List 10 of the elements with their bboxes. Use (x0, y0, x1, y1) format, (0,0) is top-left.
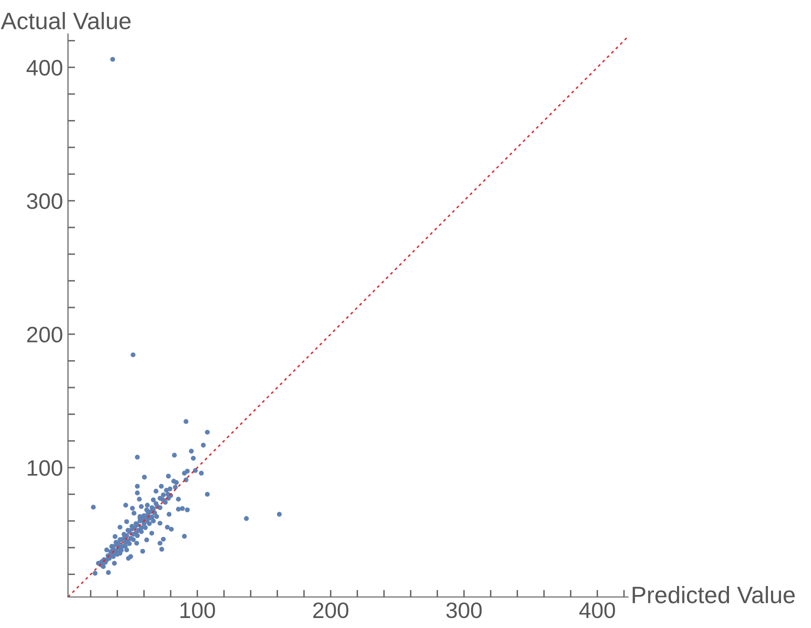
y-tick-label: 400 (26, 60, 62, 76)
y-tick-label: 300 (26, 193, 62, 210)
y-axis-title: Actual Value (0, 12, 131, 30)
x-tick-label: 200 (313, 602, 348, 618)
y-tick-label: 100 (28, 460, 62, 476)
x-axis-title: Predicted Value (632, 586, 795, 604)
x-tick-label: 400 (579, 602, 616, 618)
x-tick-label: 300 (446, 602, 482, 618)
x-tick-label: 100 (180, 602, 216, 618)
y-tick-label: 200 (27, 326, 62, 342)
